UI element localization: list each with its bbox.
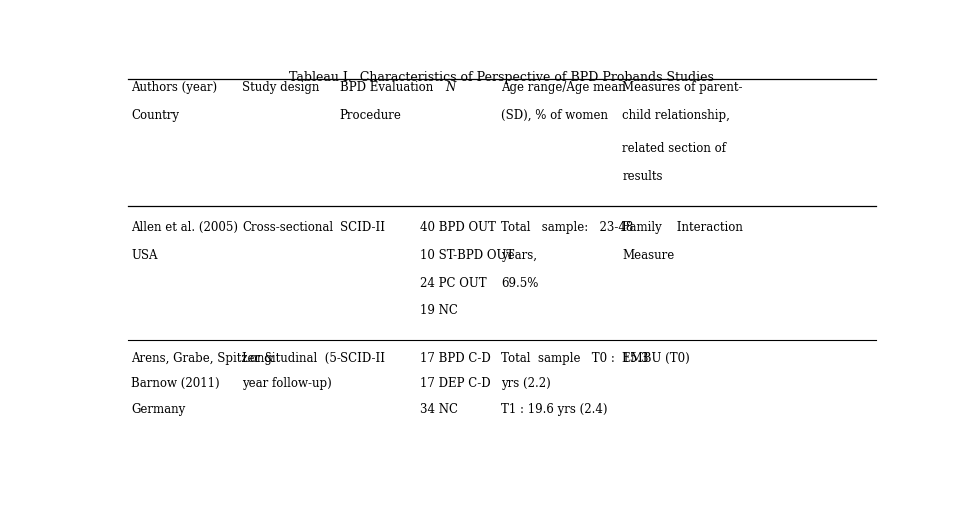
Text: year follow-up): year follow-up) xyxy=(241,378,331,390)
Text: Longitudinal  (5-: Longitudinal (5- xyxy=(241,352,341,365)
Text: USA: USA xyxy=(131,249,157,262)
Text: N: N xyxy=(445,81,455,94)
Text: 19 NC: 19 NC xyxy=(420,304,457,318)
Text: Country: Country xyxy=(131,109,179,122)
Text: BPD Evaluation: BPD Evaluation xyxy=(339,81,433,94)
Text: Authors (year): Authors (year) xyxy=(131,81,217,94)
Text: Total  sample   T0 :  15.3: Total sample T0 : 15.3 xyxy=(501,352,648,365)
Text: 69.5%: 69.5% xyxy=(501,277,538,290)
Text: (SD), % of women: (SD), % of women xyxy=(501,109,608,122)
Text: SCID-II: SCID-II xyxy=(339,222,384,234)
Text: EMBU (T0): EMBU (T0) xyxy=(622,352,690,365)
Text: Allen et al. (2005): Allen et al. (2005) xyxy=(131,222,238,234)
Text: yrs (2.2): yrs (2.2) xyxy=(501,378,550,390)
Text: Cross-sectional: Cross-sectional xyxy=(241,222,333,234)
Text: Age range/Age mean: Age range/Age mean xyxy=(501,81,625,94)
Text: Measure: Measure xyxy=(622,249,674,262)
Text: related section of: related section of xyxy=(622,143,726,155)
Text: child relationship,: child relationship, xyxy=(622,109,730,122)
Text: 34 NC: 34 NC xyxy=(420,403,457,416)
Text: 10 ST-BPD OUT: 10 ST-BPD OUT xyxy=(420,249,514,262)
Text: Study design: Study design xyxy=(241,81,319,94)
Text: Germany: Germany xyxy=(131,403,186,416)
Text: 24 PC OUT: 24 PC OUT xyxy=(420,277,487,290)
Text: Tableau I.  Characteristics of Perspective of BPD Probands Studies: Tableau I. Characteristics of Perspectiv… xyxy=(288,71,713,85)
Text: Arens, Grabe, Spitzer &: Arens, Grabe, Spitzer & xyxy=(131,352,275,365)
Text: SCID-II: SCID-II xyxy=(339,352,384,365)
Text: Family    Interaction: Family Interaction xyxy=(622,222,743,234)
Text: results: results xyxy=(622,170,662,183)
Text: 17 DEP C-D: 17 DEP C-D xyxy=(420,378,490,390)
Text: 40 BPD OUT: 40 BPD OUT xyxy=(420,222,495,234)
Text: years,: years, xyxy=(501,249,536,262)
Text: Measures of parent-: Measures of parent- xyxy=(622,81,743,94)
Text: Procedure: Procedure xyxy=(339,109,402,122)
Text: T1 : 19.6 yrs (2.4): T1 : 19.6 yrs (2.4) xyxy=(501,403,607,416)
Text: 17 BPD C-D: 17 BPD C-D xyxy=(420,352,490,365)
Text: Total   sample:   23-48: Total sample: 23-48 xyxy=(501,222,633,234)
Text: Barnow (2011): Barnow (2011) xyxy=(131,378,220,390)
